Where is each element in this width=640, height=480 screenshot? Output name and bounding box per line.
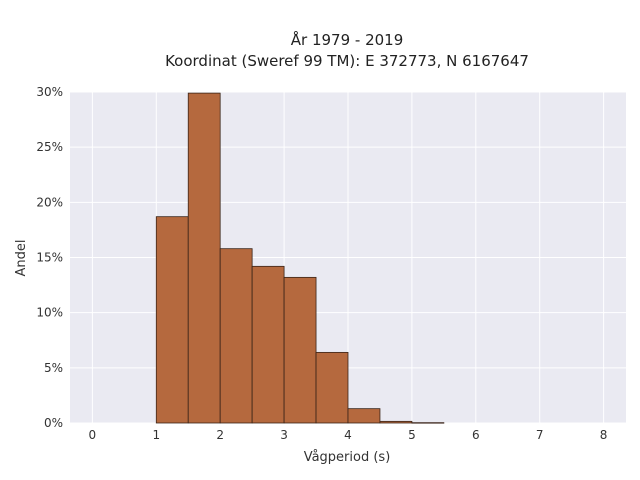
histogram-bars (155, 92, 445, 424)
histogram-bar (251, 265, 285, 424)
histogram-bar (379, 420, 413, 424)
x-tick-label: 6 (472, 428, 480, 442)
histogram-bar (155, 216, 189, 424)
x-tick-label: 3 (280, 428, 288, 442)
x-tick-label: 5 (408, 428, 416, 442)
y-tick-label: 20% (36, 195, 63, 209)
histogram-bar (347, 408, 381, 424)
x-tick-label: 7 (536, 428, 544, 442)
y-tick-label: 25% (36, 140, 63, 154)
x-tick-label: 0 (89, 428, 97, 442)
y-tick-label: 15% (36, 251, 63, 265)
x-tick-label: 2 (216, 428, 224, 442)
y-axis-ticks: 0% 5% 10% 15% 20% 25% 30% (36, 85, 63, 430)
y-tick-label: 5% (44, 361, 63, 375)
y-axis-label: Andel (14, 240, 29, 277)
x-tick-label: 1 (152, 428, 160, 442)
y-tick-label: 30% (36, 85, 63, 99)
histogram-bar (283, 276, 317, 424)
x-tick-label: 8 (600, 428, 608, 442)
histogram-bar (219, 248, 253, 424)
histogram-bar (315, 351, 349, 424)
chart-title-line-2: Koordinat (Sweref 99 TM): E 372773, N 61… (165, 52, 529, 70)
y-tick-label: 0% (44, 416, 63, 430)
histogram-bar (411, 422, 445, 424)
x-axis-label: Vågperiod (s) (304, 450, 391, 465)
x-axis-ticks: 0 1 2 3 4 5 6 7 8 (89, 428, 608, 442)
x-tick-label: 4 (344, 428, 352, 442)
y-tick-label: 10% (36, 306, 63, 320)
histogram-bar (187, 92, 221, 424)
chart-title-line-1: År 1979 - 2019 (291, 30, 404, 49)
